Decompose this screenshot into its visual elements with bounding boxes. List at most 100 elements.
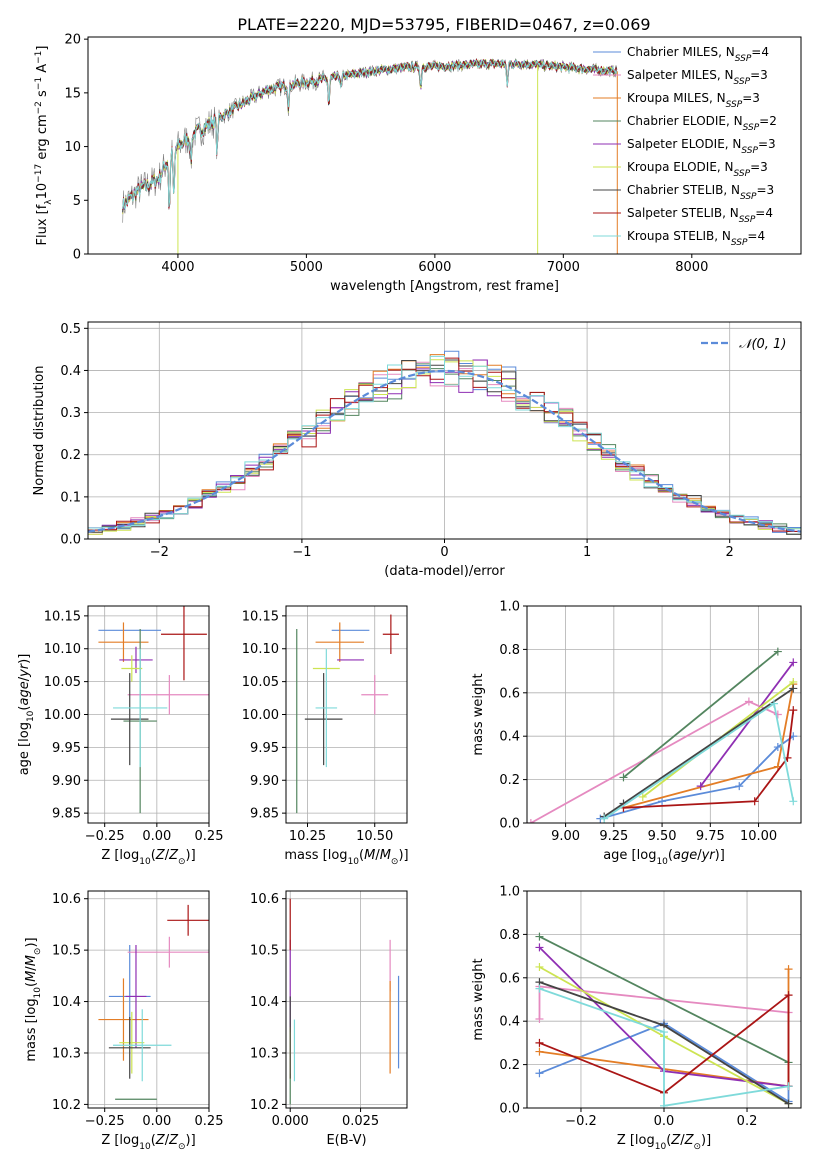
mass-weight-marker	[535, 1047, 544, 1056]
mass-weight-marker	[660, 1101, 668, 1108]
axes-frame	[87, 890, 210, 1109]
x-axis-label-part: 10	[139, 1142, 151, 1152]
y-tick-label: 10.6	[250, 892, 279, 907]
x-axis-label-part: Z	[168, 1133, 179, 1148]
mass-weight-marker	[638, 792, 647, 801]
x-axis-label: Z [log10(Z/Z⊙)]	[101, 848, 195, 867]
x-axis-label-part: )]	[186, 1133, 196, 1148]
legend-entry: Salpeter STELIB, NSSP=4	[627, 206, 773, 225]
normal-distribution-curve	[88, 369, 801, 533]
x-tick-label: 2	[726, 545, 734, 560]
y-axis-label-part: age [log	[17, 722, 32, 775]
mass-weight-marker	[769, 699, 778, 708]
x-axis-label-part: (	[359, 848, 364, 863]
x-axis-label: E(B-V)	[326, 1133, 366, 1148]
y-tick-label: 0.1	[60, 490, 81, 505]
legend-entry-part: SSP	[726, 100, 743, 110]
y-tick-label: 10.10	[242, 642, 279, 657]
y-tick-label: 10.05	[242, 675, 279, 690]
legend-entry-part: =4	[751, 45, 769, 59]
y-axis-label-part: Flux [f	[35, 204, 50, 245]
y-axis-label: mass weight	[471, 673, 486, 755]
x-axis-label-part: /	[165, 848, 170, 863]
x-tick-label: 0.25	[195, 1114, 224, 1129]
mass-weight-marker	[735, 782, 744, 791]
legend-entry-part: SSP	[731, 238, 748, 248]
y-axis-label-part: −1	[34, 51, 44, 64]
x-axis-label-part: /	[375, 848, 380, 863]
mass-weight-marker	[773, 710, 782, 719]
age_vs_Z-axes: −0.25 0.00 0.25 9.85 9.90 9.95 10.00 10.05 10.10…	[17, 605, 223, 867]
mass-weight-marker	[535, 1038, 544, 1047]
y-axis-label-part: (	[24, 982, 39, 987]
mass-weight-marker	[784, 1082, 793, 1091]
y-axis-label-part: mass [log	[24, 998, 39, 1061]
model-spectrum-line	[122, 58, 618, 211]
legend-entry-part: Salpeter STELIB, N	[627, 206, 739, 220]
mass-weight-marker	[773, 743, 782, 752]
y-tick-label: 10	[64, 140, 81, 155]
spectrum-plot-area	[122, 57, 618, 254]
mass-weight-line	[603, 687, 794, 818]
y-tick-label: 0.0	[60, 533, 81, 548]
y-axis-label: mass weight	[471, 958, 486, 1040]
legend-entry-part: SSP	[739, 215, 756, 225]
y-axis-label-part: λ	[44, 199, 54, 205]
y-tick-label: 0.0	[499, 817, 520, 832]
x-axis-label-part: (	[151, 1133, 156, 1148]
mass-weight-marker	[784, 965, 793, 974]
x-axis-label-part: /	[697, 848, 702, 863]
legend-entry-part: =2	[759, 114, 777, 128]
x-axis-label-part: 10	[139, 857, 151, 867]
x-tick-label: 0	[440, 545, 448, 560]
y-tick-label: 9.95	[250, 741, 279, 756]
y-axis-label: age [log10(age/yr)]	[17, 654, 36, 776]
y-axis-label-part: ⊙	[33, 948, 43, 956]
age_vs_mass-axes: 10.25 10.50 9.85 9.90 9.95 10.00 10.05 10.10 10.…	[242, 605, 409, 867]
y-tick-label: 0.8	[499, 643, 520, 658]
legend-entry-part: Kroupa STELIB, N	[627, 229, 731, 243]
legend-entry-part: =3	[758, 137, 776, 151]
x-axis-label-part: Z	[155, 848, 166, 863]
data-spectrum-line	[122, 57, 618, 223]
y-tick-label: 0.6	[499, 971, 520, 986]
x-tick-label: 0.2	[737, 1114, 758, 1129]
x-tick-label: −0.25	[85, 829, 125, 844]
mass-weight-marker	[750, 797, 759, 806]
legend-entry-part: SSP	[735, 54, 752, 64]
legend-entry: Kroupa ELODIE, NSSP=3	[627, 160, 768, 179]
x-axis-label-part: mass [log	[284, 848, 347, 863]
legend-entry-part: =3	[750, 68, 768, 82]
weight_vs_Z-plot-area	[535, 932, 793, 1108]
x-axis-label: wavelength [Angstrom, rest frame]	[330, 279, 559, 294]
y-tick-label: 10.3	[52, 1046, 81, 1061]
x-axis-label-part: Z	[684, 1133, 695, 1148]
x-tick-label: 5000	[290, 260, 323, 275]
legend-entry-part: Salpeter ELODIE, N	[627, 137, 741, 151]
x-axis-label: (data-model)/error	[384, 564, 505, 579]
legend-entry: Salpeter ELODIE, NSSP=3	[627, 137, 776, 156]
x-tick-label: 1	[583, 545, 591, 560]
x-tick-label: 0.0	[654, 1114, 675, 1129]
x-axis-label-part: )]	[186, 848, 196, 863]
x-axis-label-part: 10	[656, 857, 668, 867]
mass-weight-marker	[789, 797, 798, 806]
y-axis-label: mass [log10(M/M⊙)]	[24, 937, 43, 1061]
legend-entry-part: =4	[747, 229, 765, 243]
x-axis-label-part: 10	[348, 857, 360, 867]
x-axis-label-part: Z [log	[617, 1133, 655, 1148]
x-tick-label: 0.000	[272, 1114, 309, 1129]
x-axis-label-part: M	[364, 848, 375, 863]
y-tick-label: 9.85	[52, 807, 81, 822]
legend-entry: Chabrier ELODIE, NSSP=2	[627, 114, 777, 133]
legend-entry-part: =3	[757, 183, 775, 197]
y-axis-label-part: Normed distribution	[32, 366, 47, 496]
x-axis-label-part: (data-model)/error	[384, 564, 505, 579]
y-tick-label: 10.2	[250, 1098, 279, 1113]
x-axis-label-part: ⊙	[391, 857, 399, 867]
legend-entry-part: Kroupa MILES, N	[627, 91, 726, 105]
mass-weight-marker	[784, 1099, 793, 1108]
y-axis-label-part: 10	[35, 183, 50, 200]
x-tick-label: 10.25	[289, 829, 326, 844]
